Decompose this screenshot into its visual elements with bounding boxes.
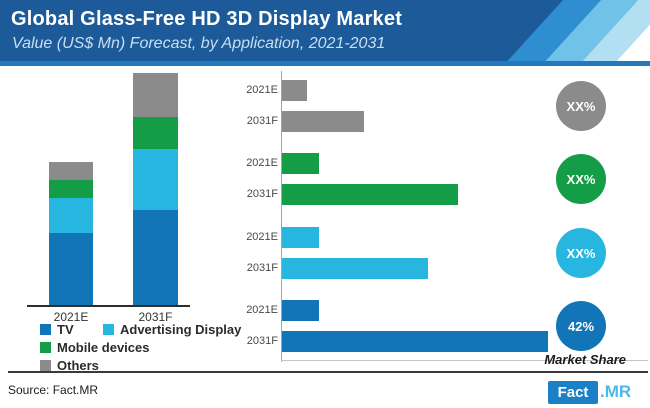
legend-item-advertising-display: Advertising Display: [103, 321, 242, 337]
hbar-tv-2031f: [282, 331, 548, 352]
hbar-row-label-advertising-display-2021e: 2021E: [246, 231, 278, 243]
hbar-row-label-tv-2021e: 2021E: [246, 304, 278, 316]
market-share-circle-tv: 42%: [556, 301, 606, 351]
legend-item-mobile-devices: Mobile devices: [40, 339, 150, 355]
page-subtitle: Value (US$ Mn) Forecast, by Application,…: [12, 35, 386, 52]
hbar-row-label-tv-2031f: 2031F: [246, 335, 278, 347]
stacked-segment-mobile-devices: [133, 117, 178, 149]
legend-swatch-mobile-devices: [40, 341, 51, 353]
grouped-chart-x-axis: [281, 360, 648, 361]
stacked-chart-x-axis: [27, 305, 190, 307]
hbar-row-label-advertising-display-2031f: 2031F: [246, 262, 278, 274]
hbar-others-2021e: [282, 80, 307, 101]
hbar-row-label-mobile-devices-2021e: 2021E: [246, 157, 278, 169]
legend-swatch-tv: [40, 323, 51, 335]
header-bottom-edge: [0, 61, 650, 66]
header-diagonal-stripes-decoration: [503, 0, 650, 66]
footer-divider: [8, 371, 648, 373]
stacked-segment-advertising-display: [49, 198, 93, 233]
hbar-advertising-display-2031f: [282, 258, 428, 279]
legend-swatch-advertising-display: [103, 323, 114, 335]
market-share-circle-mobile-devices: XX%: [556, 154, 606, 204]
factmr-logo-mr-text: .MR: [600, 382, 632, 401]
legend-item-tv: TV: [40, 321, 74, 337]
stacked-chart-tick-2021e: 2021E: [53, 310, 89, 324]
hbar-mobile-devices-2031f: [282, 184, 458, 205]
hbar-mobile-devices-2021e: [282, 153, 319, 174]
market-share-circle-advertising-display: XX%: [556, 228, 606, 278]
hbar-advertising-display-2021e: [282, 227, 319, 248]
legend-label: TV: [57, 321, 74, 337]
stacked-segment-others: [133, 73, 178, 117]
legend-label: Others: [57, 357, 99, 373]
stacked-segment-tv: [133, 210, 178, 306]
factmr-logo-fact-box: Fact: [548, 381, 598, 404]
stacked-segment-others: [49, 162, 93, 180]
hbar-others-2031f: [282, 111, 364, 132]
legend-label: Advertising Display: [120, 321, 242, 337]
market-share-circle-others: XX%: [556, 81, 606, 131]
hbar-row-label-others-2031f: 2031F: [246, 115, 278, 127]
legend-swatch-others: [40, 359, 51, 371]
legend-label: Mobile devices: [57, 339, 150, 355]
hbar-row-label-mobile-devices-2031f: 2031F: [246, 188, 278, 200]
stacked-segment-advertising-display: [133, 149, 178, 210]
stacked-segment-mobile-devices: [49, 180, 93, 198]
hbar-row-label-others-2021e: 2021E: [246, 84, 278, 96]
source-note: Source: Fact.MR: [8, 383, 99, 397]
header-banner: Global Glass-Free HD 3D Display Market V…: [0, 0, 650, 66]
market-share-label: Market Share: [544, 352, 626, 367]
hbar-tv-2021e: [282, 300, 319, 321]
page-title: Global Glass-Free HD 3D Display Market: [11, 8, 403, 30]
stacked-chart-tick-2031f: 2031F: [138, 310, 173, 324]
legend-item-others: Others: [40, 357, 99, 373]
grouped-chart-y-axis: [281, 71, 282, 362]
factmr-logo: Fact .MR: [548, 380, 643, 405]
stacked-segment-tv: [49, 233, 93, 306]
